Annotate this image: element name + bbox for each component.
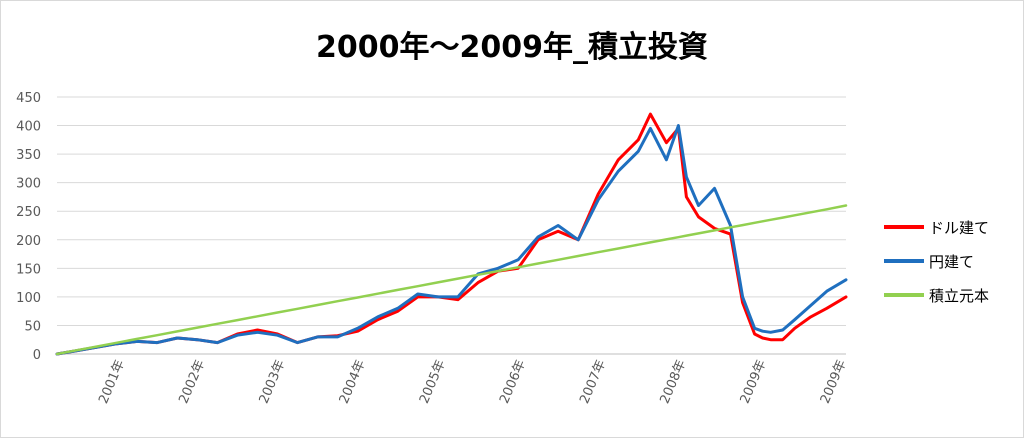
x-tick-label: 2004年: [337, 358, 369, 406]
x-tick-label: 2009年: [738, 358, 770, 406]
y-tick-label: 300: [16, 177, 41, 192]
chart-title: 2000年～2009年_積立投資: [316, 30, 708, 65]
y-tick-label: 350: [16, 148, 41, 163]
y-tick-label: 450: [16, 91, 41, 106]
x-tick-label: 2002年: [176, 358, 208, 406]
x-tick-label: 2003年: [257, 358, 289, 406]
x-tick-label: 2005年: [417, 358, 449, 406]
y-tick-label: 0: [33, 348, 41, 363]
y-tick-label: 50: [24, 319, 41, 334]
legend-swatch-dollar: [884, 225, 924, 229]
legend: ドル建て 円建て 積立元本: [884, 210, 1019, 312]
legend-label-principal: 積立元本: [929, 286, 990, 305]
y-tick-label: 250: [16, 205, 41, 220]
legend-item-yen: 円建て: [884, 244, 1019, 278]
legend-item-dollar: ドル建て: [884, 210, 1019, 244]
series-line-dollar: [55, 112, 848, 356]
legend-label-dollar: ドル建て: [929, 218, 990, 237]
series-line-yen: [55, 124, 848, 356]
x-tick-label: 2006年: [497, 358, 529, 406]
y-tick-label: 200: [16, 234, 41, 249]
x-tick-label: 2001年: [96, 358, 128, 406]
y-tick-label: 150: [16, 262, 41, 277]
y-tick-label: 400: [16, 120, 41, 135]
x-tick-label: 2008年: [657, 358, 689, 406]
legend-swatch-yen: [884, 259, 924, 263]
legend-label-yen: 円建て: [929, 252, 975, 271]
legend-item-principal: 積立元本: [884, 278, 1019, 312]
x-tick-label: 2009年: [818, 358, 850, 406]
y-tick-label: 100: [16, 291, 41, 306]
x-tick-label: 2007年: [577, 358, 609, 406]
series-line-principal: [55, 204, 848, 356]
legend-swatch-principal: [884, 293, 924, 297]
